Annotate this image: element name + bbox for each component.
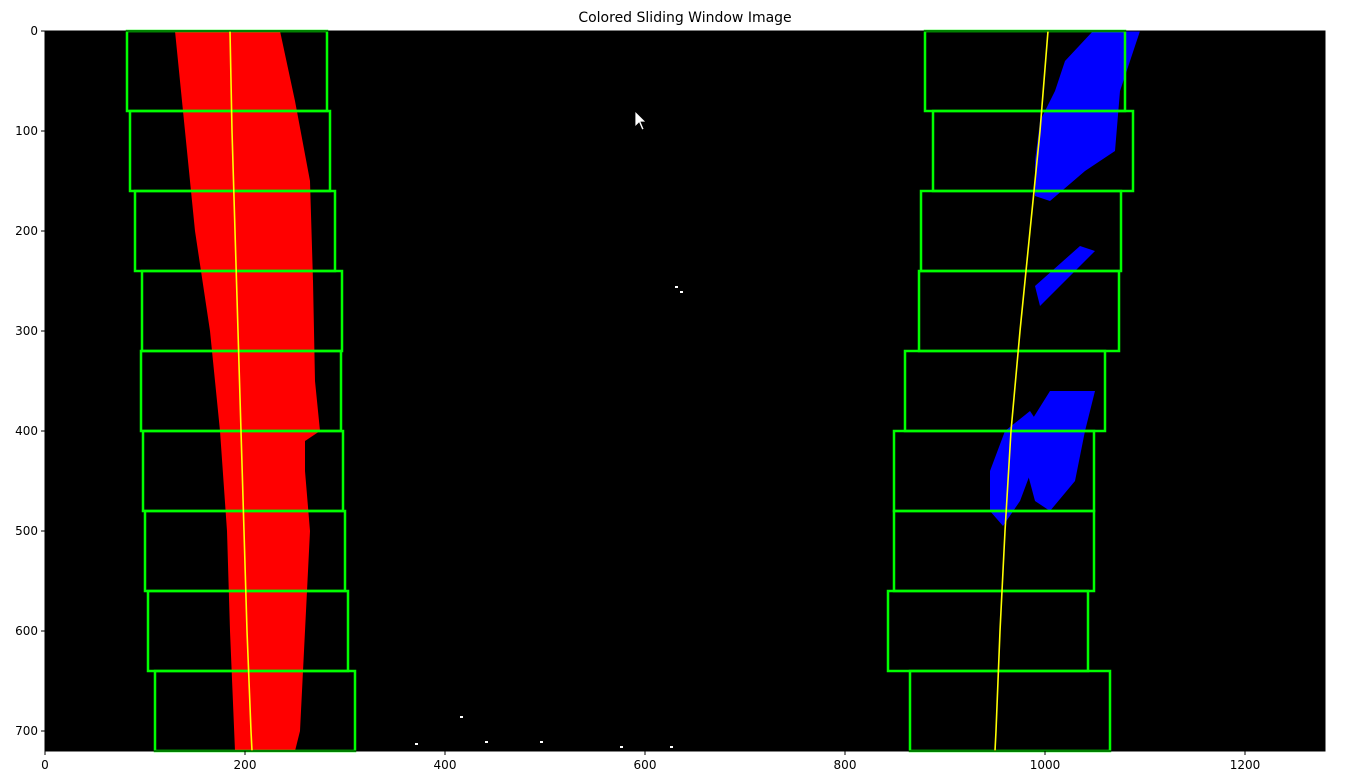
y-tick-label: 100 xyxy=(15,124,38,138)
noise-point xyxy=(620,746,623,748)
right-lane-pixels-0 xyxy=(1035,31,1140,201)
right-lane-pixels-2 xyxy=(1025,391,1095,511)
noise-point xyxy=(670,746,673,748)
axes-frame xyxy=(44,30,1326,752)
x-tick-label: 400 xyxy=(434,758,457,772)
x-tick-label: 800 xyxy=(834,758,857,772)
x-axis: 0 200 400 600 800 1000 1200 xyxy=(41,751,1260,772)
y-tick-label: 300 xyxy=(15,324,38,338)
noise-point xyxy=(485,741,488,743)
left-fit-line xyxy=(229,30,253,752)
y-tick-label: 0 xyxy=(30,24,38,38)
mouse-cursor-icon xyxy=(634,110,647,131)
x-tick-label: 1000 xyxy=(1030,758,1061,772)
y-tick-label: 200 xyxy=(15,224,38,238)
y-axis: 0 100 200 300 400 500 600 700 xyxy=(15,24,45,738)
fit-lines xyxy=(229,30,1049,752)
noise-point xyxy=(415,743,418,745)
y-tick-label: 700 xyxy=(15,724,38,738)
sliding-windows xyxy=(125,29,1135,753)
noise-point xyxy=(675,286,678,288)
left-lane-pixels xyxy=(175,31,320,751)
x-tick-label: 600 xyxy=(634,758,657,772)
chart-title: Colored Sliding Window Image xyxy=(578,10,791,26)
right-lane-pixels-1 xyxy=(1035,246,1095,306)
x-tick-label: 200 xyxy=(234,758,257,772)
noise-point xyxy=(680,291,683,293)
image-area xyxy=(45,29,1325,753)
noise-point xyxy=(460,716,463,718)
noise-point xyxy=(540,741,543,743)
x-tick-label: 1200 xyxy=(1230,758,1261,772)
right-lane-pixels-3 xyxy=(990,411,1040,526)
y-tick-label: 500 xyxy=(15,524,38,538)
right-fit-line xyxy=(994,30,1049,752)
lane-pixels xyxy=(175,31,1140,751)
x-tick-label: 0 xyxy=(41,758,49,772)
noise-pixels xyxy=(415,286,683,748)
y-tick-label: 400 xyxy=(15,424,38,438)
y-tick-label: 600 xyxy=(15,624,38,638)
